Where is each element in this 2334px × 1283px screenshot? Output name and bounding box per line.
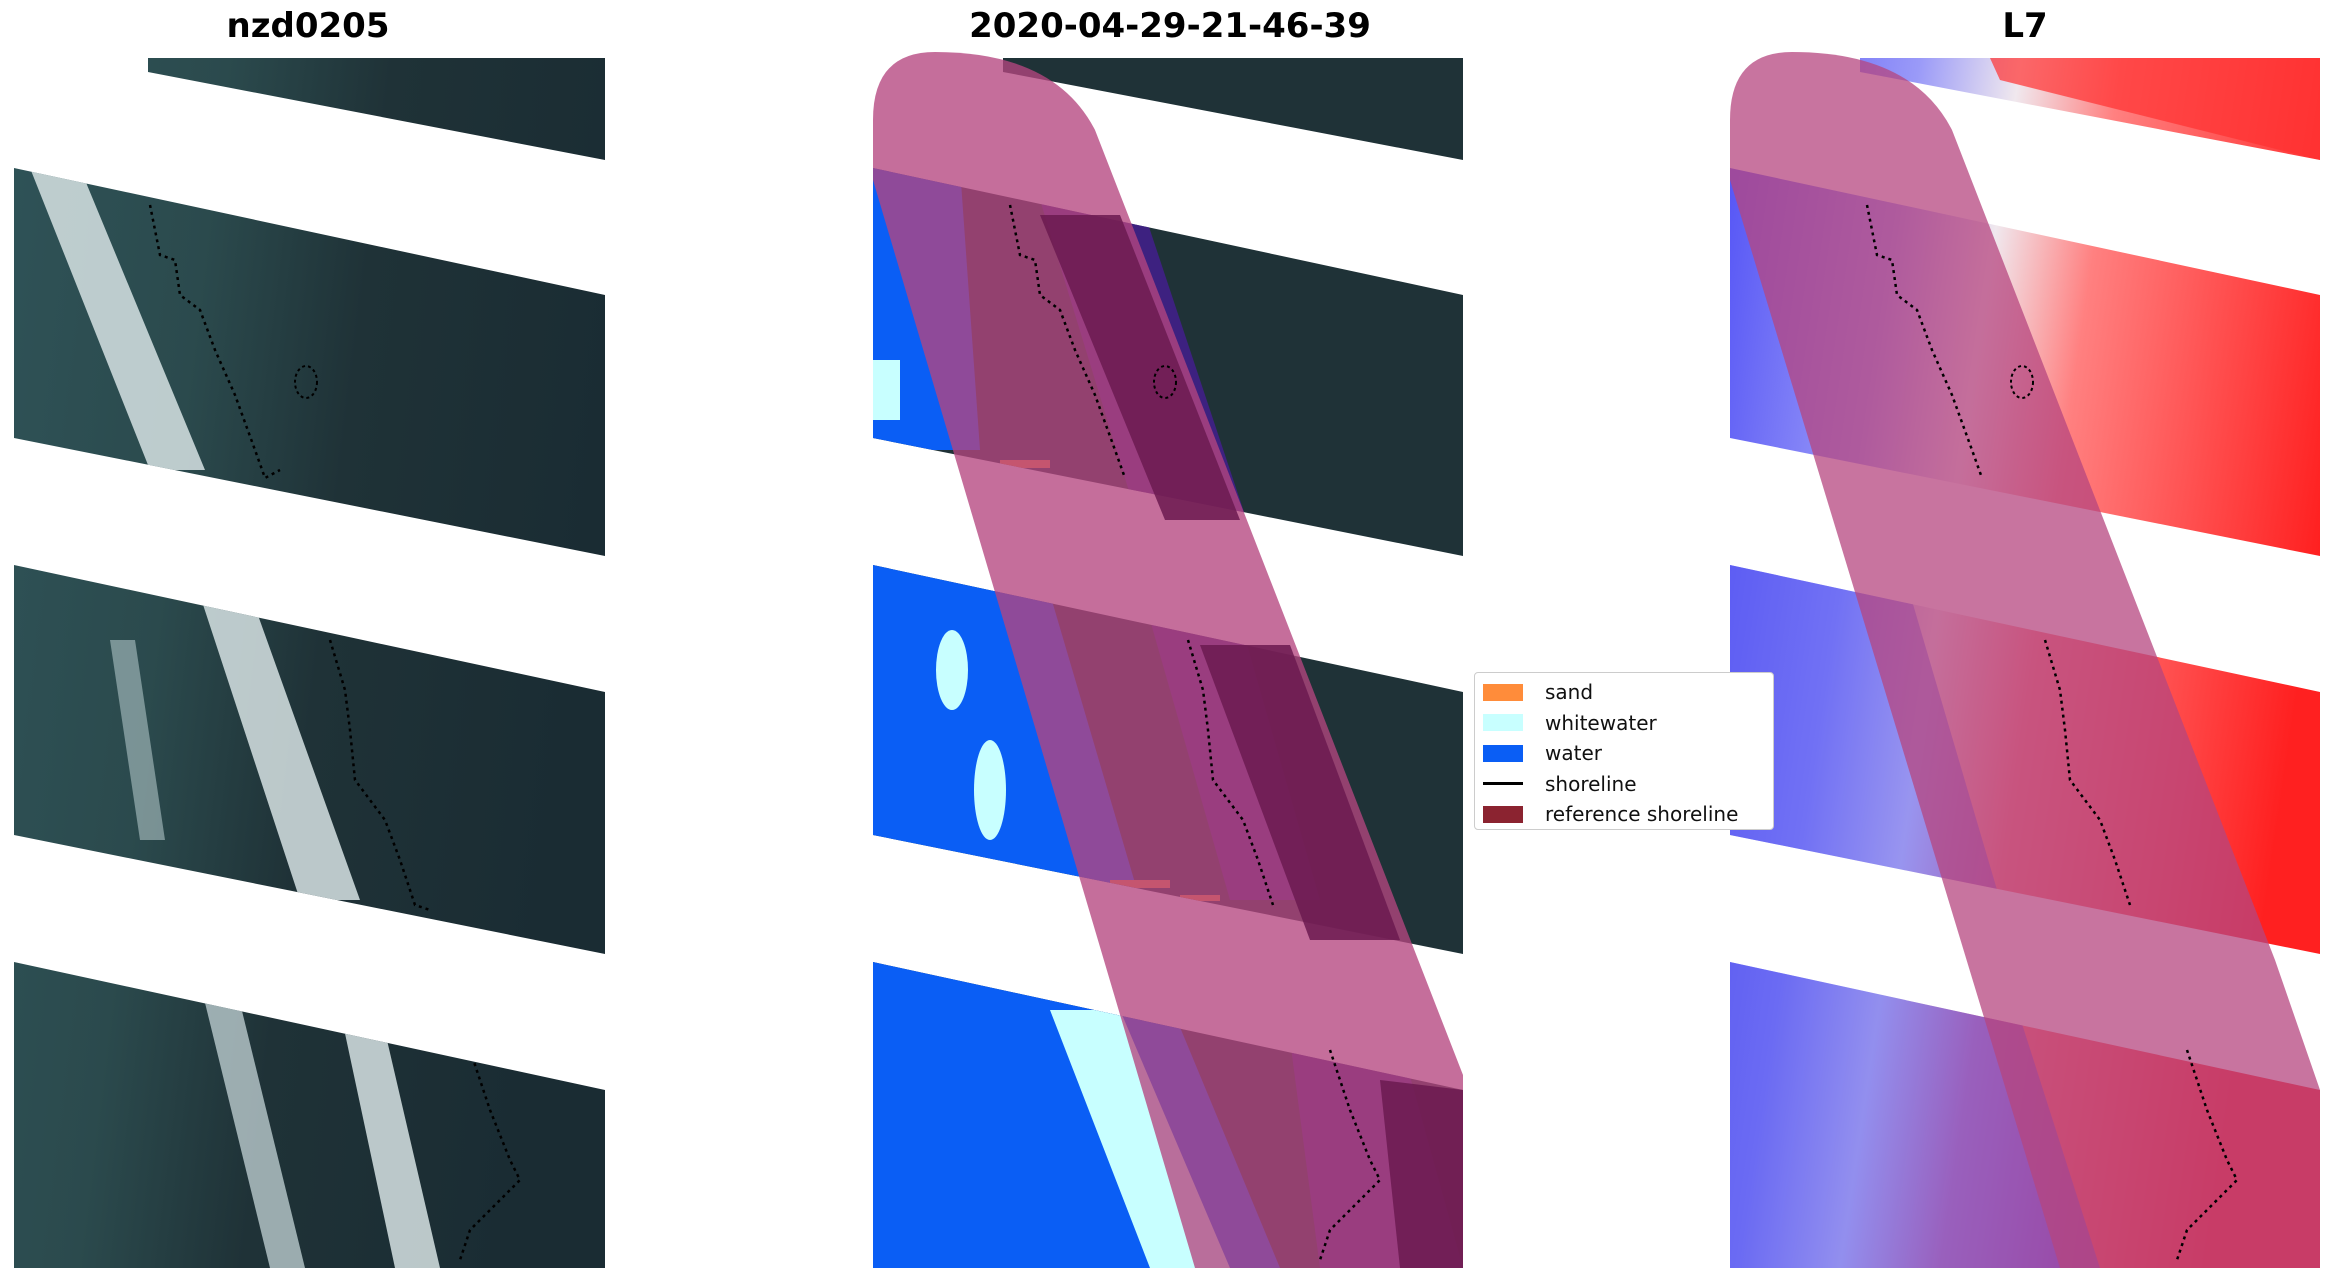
- shoreline-line: [1008, 204, 1127, 479]
- panel-title-classified: 2020-04-29-21-46-39: [969, 6, 1371, 46]
- legend-item-shoreline: shoreline: [1475, 769, 1773, 800]
- legend: sand whitewater water shoreline referenc…: [1474, 672, 1774, 830]
- legend-item-whitewater: whitewater: [1475, 708, 1773, 739]
- rgb-image-panel: [14, 58, 605, 1268]
- legend-line-shoreline: [1483, 782, 1523, 786]
- legend-label: shoreline: [1545, 771, 1637, 796]
- legend-swatch-reference-shoreline: [1483, 805, 1523, 823]
- legend-item-water: water: [1475, 738, 1773, 769]
- legend-swatch-whitewater: [1483, 714, 1523, 732]
- reference-shoreline-band: [873, 52, 1463, 1268]
- panel-title-index: L7: [2002, 6, 2048, 46]
- legend-label: water: [1545, 741, 1602, 766]
- legend-label: whitewater: [1545, 710, 1657, 735]
- shoreline-line: [1318, 1049, 1382, 1261]
- legend-label: reference shoreline: [1545, 802, 1739, 827]
- shoreline-line: [2175, 1049, 2239, 1261]
- reference-shoreline-band: [1730, 52, 2320, 1268]
- shoreline-line: [1865, 204, 1984, 479]
- index-image-panel: [1730, 52, 2320, 1268]
- shoreline-line: [148, 204, 281, 480]
- shoreline-line: [328, 639, 431, 912]
- classified-image-panel: [873, 52, 1463, 1268]
- legend-item-reference-shoreline: reference shoreline: [1475, 799, 1773, 829]
- panel-title-rgb: nzd0205: [226, 6, 390, 46]
- shoreline-line: [1186, 639, 1275, 906]
- legend-swatch-sand: [1483, 683, 1523, 701]
- legend-label: sand: [1545, 680, 1594, 705]
- shoreline-line: [458, 1049, 522, 1261]
- legend-item-sand: sand: [1475, 677, 1773, 708]
- legend-swatch-water: [1483, 744, 1523, 762]
- shoreline-line: [2043, 639, 2132, 906]
